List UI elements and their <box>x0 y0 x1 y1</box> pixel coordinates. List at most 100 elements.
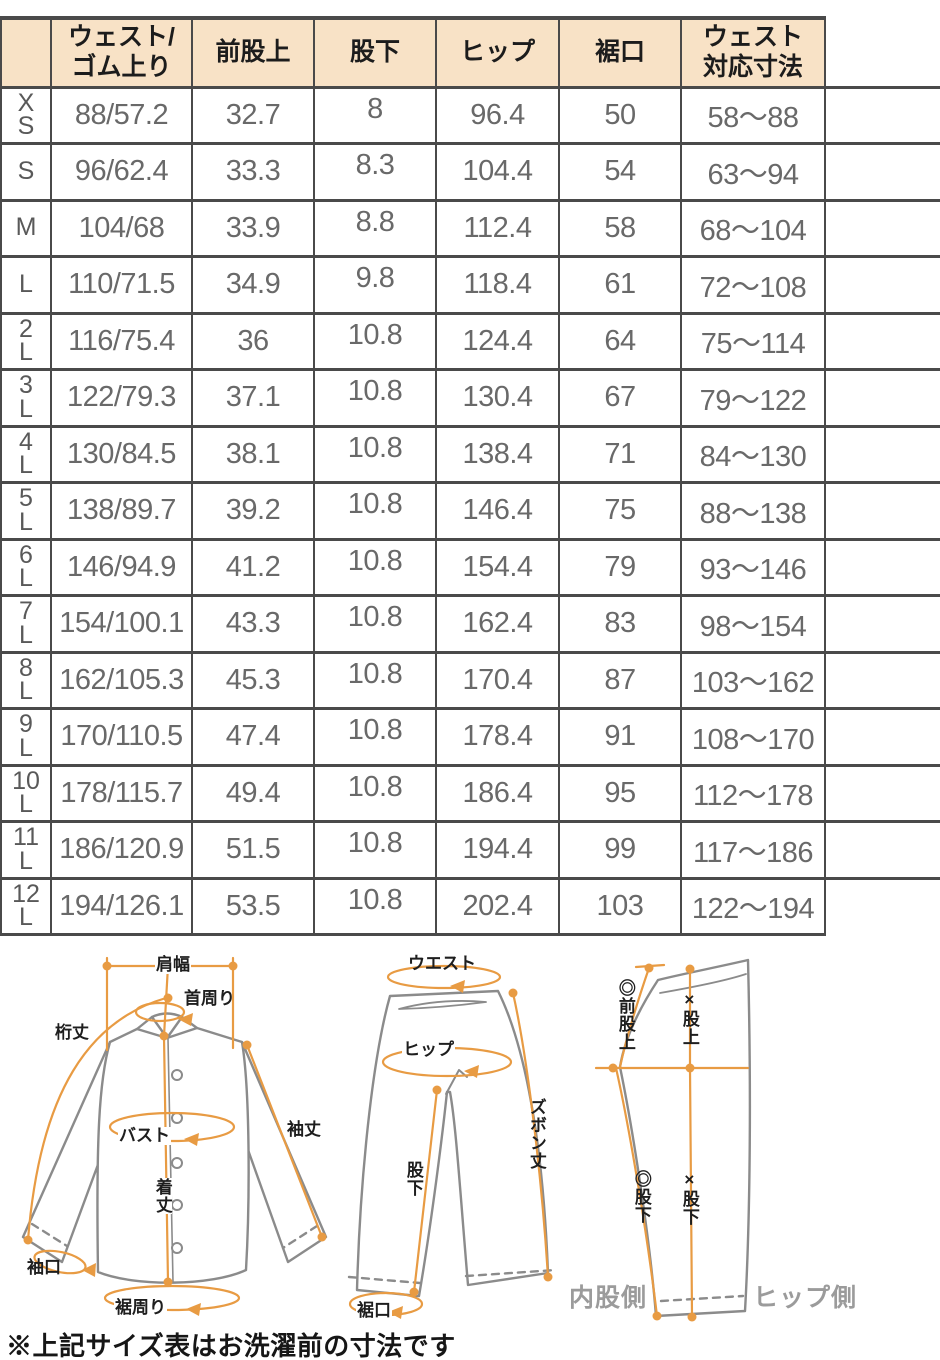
empty-cell <box>824 537 940 597</box>
table-row: 7 L 154/100.1 43.3 10.8 162.4 83 98〜154 <box>0 594 940 654</box>
table-cell: 170/110.5 <box>50 707 193 767</box>
table-cell: 33.3 <box>191 142 315 202</box>
table-cell: 88/57.2 <box>50 85 193 145</box>
table-cell: 10.8 <box>313 311 437 371</box>
side-hem-dashes <box>659 1294 745 1303</box>
shirt-button <box>171 1242 183 1254</box>
table-cell: 130/84.5 <box>50 424 193 484</box>
table-cell: 88〜138 <box>680 481 826 541</box>
side-measures-group <box>594 963 750 1322</box>
empty-cell <box>824 142 940 202</box>
header-front-rise: 前股上 <box>191 16 315 89</box>
body-length-line <box>162 1035 170 1284</box>
table-cell: 186/120.9 <box>50 820 193 880</box>
shirt-yuki-label: 桁丈 <box>55 1023 89 1042</box>
table-cell: 178.4 <box>435 707 560 767</box>
neck-arrow <box>178 1013 193 1026</box>
table-cell: 36 <box>191 311 315 371</box>
shirt-button <box>171 1157 183 1169</box>
shirt-measures-group <box>23 956 327 1316</box>
side-waistband-line <box>659 973 747 994</box>
table-cell: 112.4 <box>435 198 560 258</box>
header-hip: ヒップ <box>435 16 560 89</box>
table-cell: 10.8 <box>313 594 437 654</box>
empty-cell <box>824 368 940 428</box>
table-cell: 43.3 <box>191 594 315 654</box>
empty-cell <box>824 198 940 258</box>
table-cell: 122〜194 <box>680 876 826 936</box>
pants-length-line <box>511 991 550 1279</box>
bust-ellipse <box>108 1111 236 1143</box>
side-o-inseam-label: ◎股下 <box>631 1170 651 1224</box>
table-cell: 104.4 <box>435 142 560 202</box>
table-row: 4 L 130/84.5 38.1 10.8 138.4 71 84〜130 <box>0 424 940 484</box>
footnote: ※上記サイズ表はお洗濯前の寸法です <box>6 1331 456 1360</box>
table-cell: 68〜104 <box>680 198 826 258</box>
table-cell: 91 <box>558 707 682 767</box>
cuff-ellipse <box>33 1249 87 1275</box>
table-cell: 49.4 <box>191 763 315 823</box>
table-row: 10 L 178/115.7 49.4 10.8 186.4 95 112〜178 <box>0 763 940 823</box>
table-cell: 71 <box>558 424 682 484</box>
size-label: 5 L <box>0 481 52 541</box>
table-cell: 154.4 <box>435 537 560 597</box>
hem-opening-arrow <box>388 1306 403 1319</box>
table-cell: 96.4 <box>435 85 560 145</box>
size-label: X S <box>0 85 52 145</box>
table-cell: 84〜130 <box>680 424 826 484</box>
empty-cell <box>824 255 940 315</box>
table-cell: 58〜88 <box>680 85 826 145</box>
table-cell: 10.8 <box>313 481 437 541</box>
table-cell: 50 <box>558 85 682 145</box>
table-row: L 110/71.5 34.9 9.8 118.4 61 72〜108 <box>0 255 940 315</box>
header-waist-range: ウェスト 対応寸法 <box>680 16 826 89</box>
shirt-outline-group <box>21 1012 328 1284</box>
table-cell: 58 <box>558 198 682 258</box>
empty-cell <box>824 820 940 880</box>
pants-left-hem-dashes <box>347 1275 422 1285</box>
table-cell: 51.5 <box>191 820 315 880</box>
table-cell: 99 <box>558 820 682 880</box>
size-label: 10 L <box>0 763 52 823</box>
pants-hip-label: ヒップ <box>402 1040 455 1059</box>
size-label: 9 L <box>0 707 52 767</box>
shirt-neck-label: 首周り <box>184 989 235 1008</box>
table-cell: 122/79.3 <box>50 368 193 428</box>
inseam-measure-line <box>412 1088 439 1294</box>
pants-measures-group <box>348 964 553 1319</box>
table-cell: 54 <box>558 142 682 202</box>
table-cell: 38.1 <box>191 424 315 484</box>
table-cell: 10.8 <box>313 876 437 936</box>
table-cell: 112〜178 <box>680 763 826 823</box>
table-cell: 104/68 <box>50 198 193 258</box>
size-label: 3 L <box>0 368 52 428</box>
table-cell: 10.8 <box>313 368 437 428</box>
pants-waist-label: ウエスト <box>408 954 476 973</box>
table-cell: 39.2 <box>191 481 315 541</box>
empty-cell <box>824 707 940 767</box>
empty-cell <box>824 763 940 823</box>
table-cell: 63〜94 <box>680 142 826 202</box>
table-cell: 10.8 <box>313 537 437 597</box>
size-label: S <box>0 142 52 202</box>
empty-cell <box>824 650 940 710</box>
table-cell: 72〜108 <box>680 255 826 315</box>
empty-cell <box>824 424 940 484</box>
table-cell: 53.5 <box>191 876 315 936</box>
table-row: 6 L 146/94.9 41.2 10.8 154.4 79 93〜146 <box>0 537 940 597</box>
table-cell: 10.8 <box>313 424 437 484</box>
shirt-shoulder-width-label: 肩幅 <box>155 955 191 974</box>
table-cell: 93〜146 <box>680 537 826 597</box>
table-cell: 146/94.9 <box>50 537 193 597</box>
empty-cell <box>824 876 940 935</box>
table-cell: 103 <box>558 876 682 936</box>
table-cell: 116/75.4 <box>50 311 193 371</box>
cuff-arrow <box>82 1263 96 1277</box>
table-cell: 154/100.1 <box>50 594 193 654</box>
table-cell: 170.4 <box>435 650 560 710</box>
table-cell: 75 <box>558 481 682 541</box>
table-row: 11 L 186/120.9 51.5 10.8 194.4 99 117〜186 <box>0 820 940 880</box>
table-cell: 47.4 <box>191 707 315 767</box>
table-row: M 104/68 33.9 8.8 112.4 58 68〜104 <box>0 198 940 258</box>
table-cell: 124.4 <box>435 311 560 371</box>
